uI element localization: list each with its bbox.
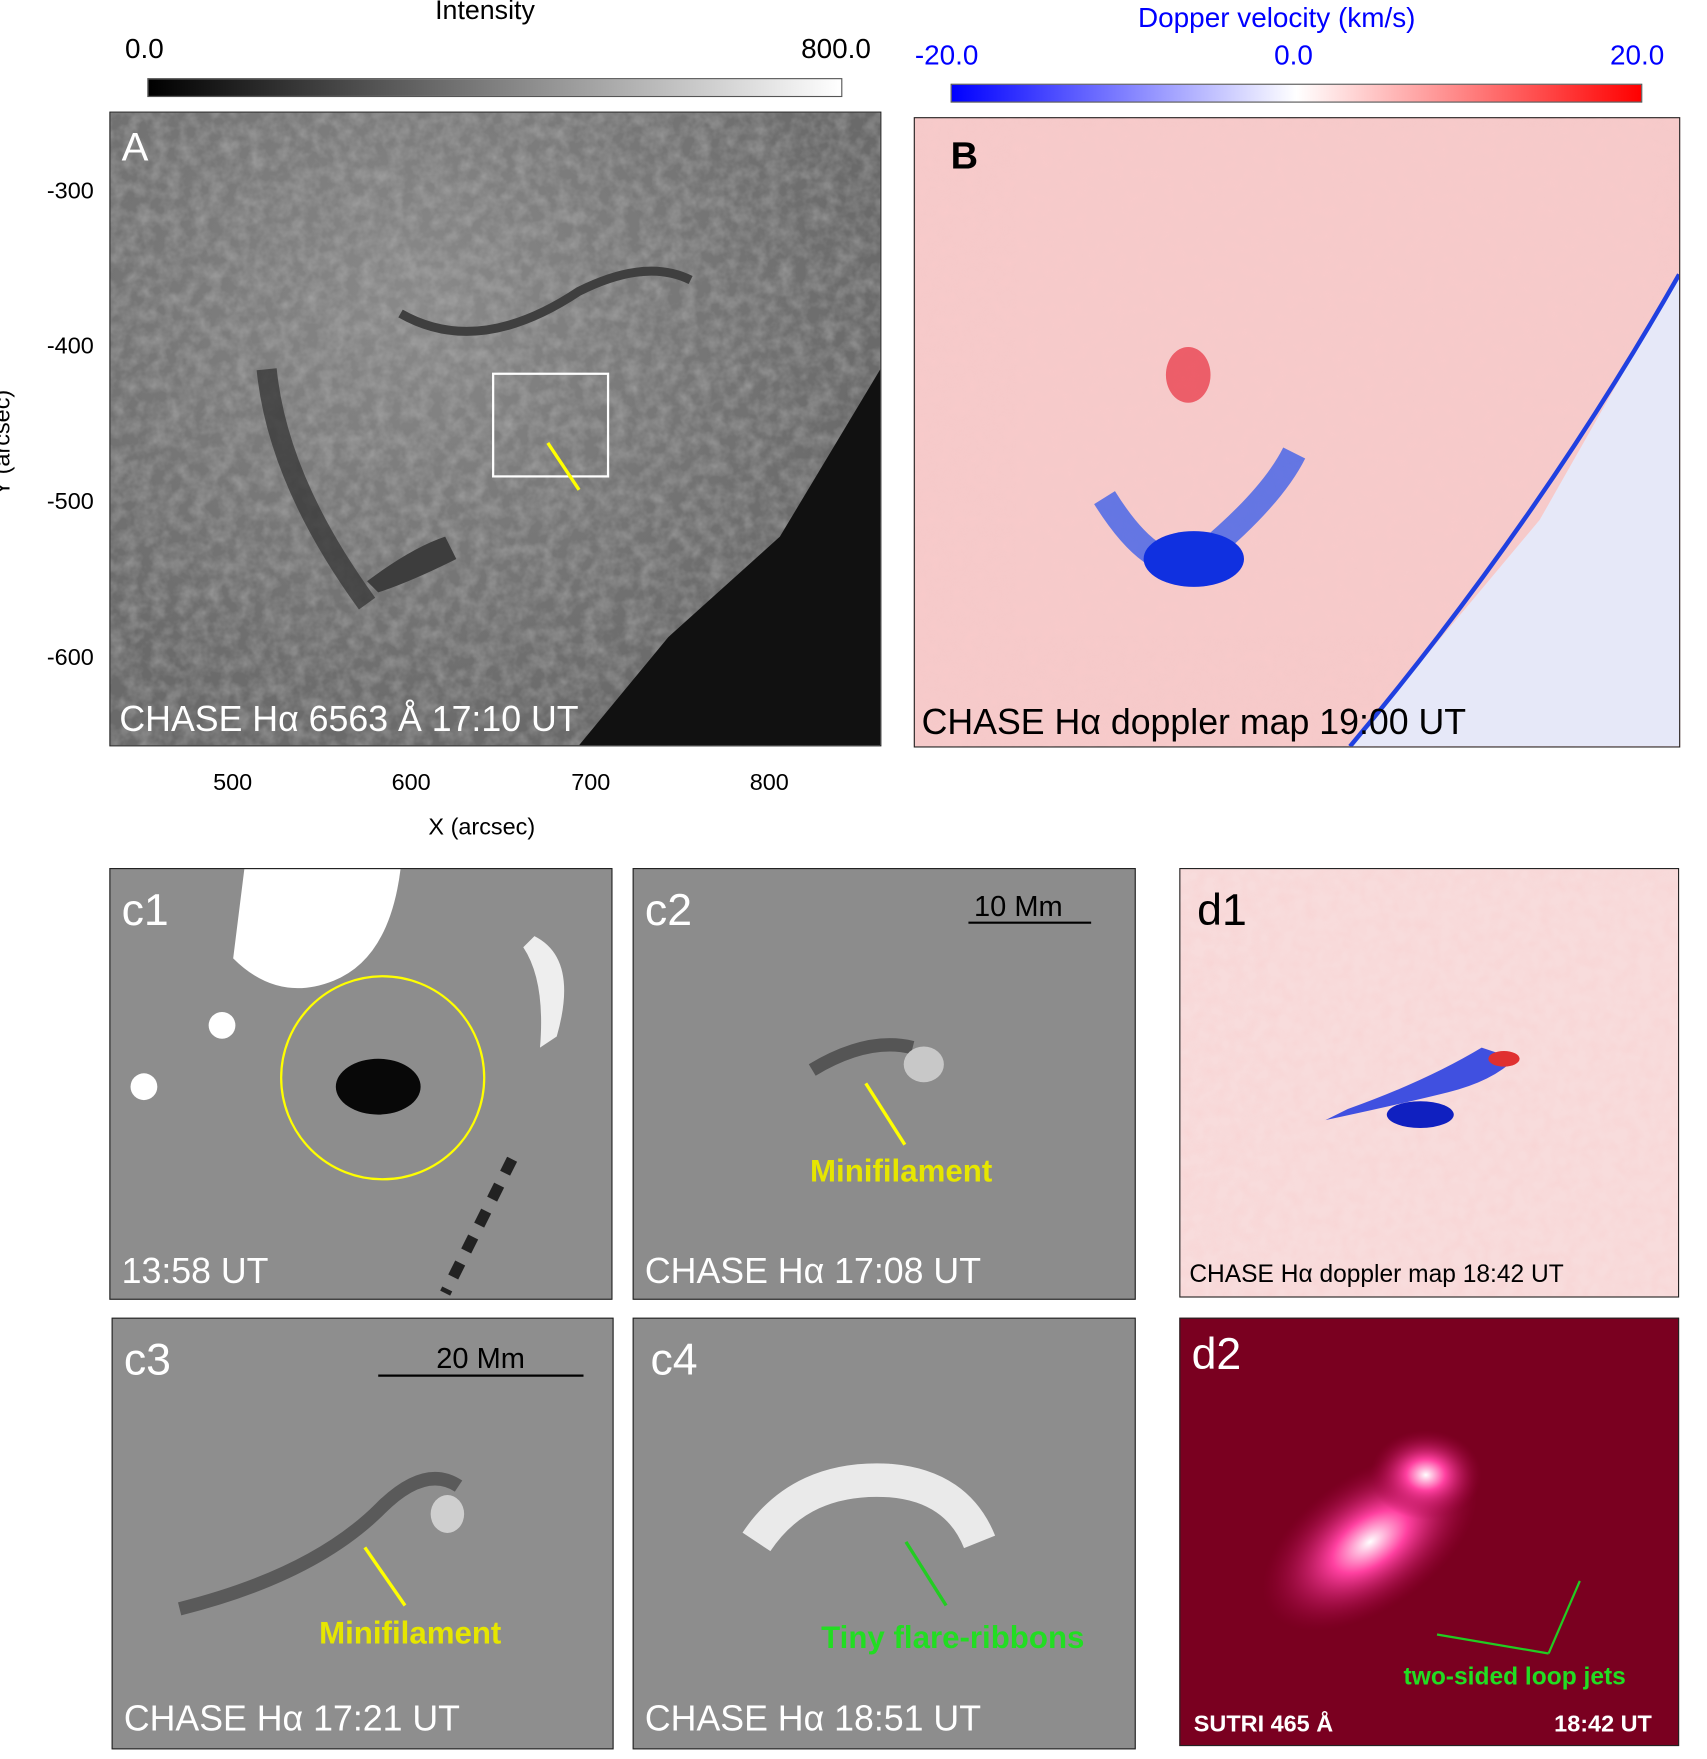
y-tick: -400 — [46, 333, 94, 360]
panel-a-label: A — [121, 123, 149, 170]
panel-c3-caption: CHASE Hα 17:21 UT — [123, 1698, 460, 1739]
yellow-circle — [280, 975, 486, 1181]
panel-c1-caption: 13:58 UT — [121, 1250, 269, 1291]
doppler-colorbar-mid: 0.0 — [1274, 40, 1313, 72]
y-tick: -500 — [46, 488, 94, 515]
panel-c2-label: c2 — [644, 885, 693, 935]
x-tick: 500 — [213, 769, 253, 796]
x-tick: 800 — [749, 769, 789, 796]
x-axis-label: X (arcsec) — [428, 814, 536, 841]
scale-bar-label: 20 Mm — [436, 1341, 525, 1375]
intensity-colorbar-max: 800.0 — [801, 33, 871, 65]
doppler-colorbar — [950, 83, 1643, 103]
panel-c3-image: c3 20 Mm Minifilament CHASE Hα 17:21 UT — [111, 1317, 614, 1750]
intensity-colorbar-title: Intensity — [435, 0, 535, 26]
flare-ribbons-annotation: Tiny flare-ribbons — [821, 1619, 1085, 1655]
panel-c4-label: c4 — [650, 1335, 698, 1385]
panel-c2-image: c2 10 Mm Minifilament CHASE Hα 17:08 UT — [632, 868, 1136, 1300]
doppler-colorbar-title: Dopper velocity (km/s) — [1138, 2, 1416, 34]
panel-c3-label: c3 — [123, 1335, 171, 1385]
loop-jets-annotation: two-sided loop jets — [1403, 1662, 1626, 1691]
y-tick: -300 — [46, 178, 94, 205]
x-tick: 700 — [571, 769, 611, 796]
yellow-arrow — [546, 442, 581, 491]
panel-a-solar-features — [110, 112, 881, 746]
panel-b-doppler-features — [914, 118, 1680, 747]
panel-d2-image: d2 two-sided loop jets SUTRI 465 Å 18:42… — [1179, 1317, 1680, 1747]
panel-b-label: B — [950, 134, 978, 178]
panel-d1-image: d1 CHASE Hα doppler map 18:42 UT — [1179, 868, 1680, 1298]
doppler-colorbar-max: 20.0 — [1609, 40, 1665, 72]
panel-d1-label: d1 — [1197, 885, 1247, 935]
panel-c4-caption: CHASE Hα 18:51 UT — [644, 1698, 981, 1739]
panel-d2-caption-left: SUTRI 465 Å — [1193, 1711, 1334, 1738]
panel-b-image: B CHASE Hα doppler map 19:00 UT — [913, 117, 1681, 748]
intensity-colorbar-min: 0.0 — [124, 33, 164, 65]
doppler-colorbar-min: -20.0 — [914, 40, 979, 72]
panel-d1-caption: CHASE Hα doppler map 18:42 UT — [1189, 1259, 1564, 1288]
panel-b-caption: CHASE Hα doppler map 19:00 UT — [921, 701, 1467, 742]
panel-a-image: A CHASE Hα 6563 Å 17:10 UT — [109, 111, 882, 747]
y-tick: -600 — [46, 644, 94, 671]
minifilament-annotation: Minifilament — [809, 1153, 993, 1189]
panel-c4-image: c4 Tiny flare-ribbons CHASE Hα 18:51 UT — [632, 1317, 1136, 1750]
panel-c1-image: c1 13:58 UT — [109, 868, 613, 1300]
panel-d2-label: d2 — [1191, 1329, 1242, 1380]
panel-c2-caption: CHASE Hα 17:08 UT — [644, 1250, 981, 1291]
intensity-colorbar — [147, 78, 843, 98]
panel-a-caption: CHASE Hα 6563 Å 17:10 UT — [119, 698, 579, 739]
panel-d2-caption-right: 18:42 UT — [1554, 1711, 1652, 1738]
x-tick: 600 — [391, 769, 431, 796]
y-axis-label: Y (arcsec) — [0, 389, 16, 496]
scale-bar-label: 10 Mm — [974, 889, 1063, 923]
minifilament-annotation: Minifilament — [319, 1615, 502, 1651]
panel-c1-label: c1 — [121, 885, 169, 935]
